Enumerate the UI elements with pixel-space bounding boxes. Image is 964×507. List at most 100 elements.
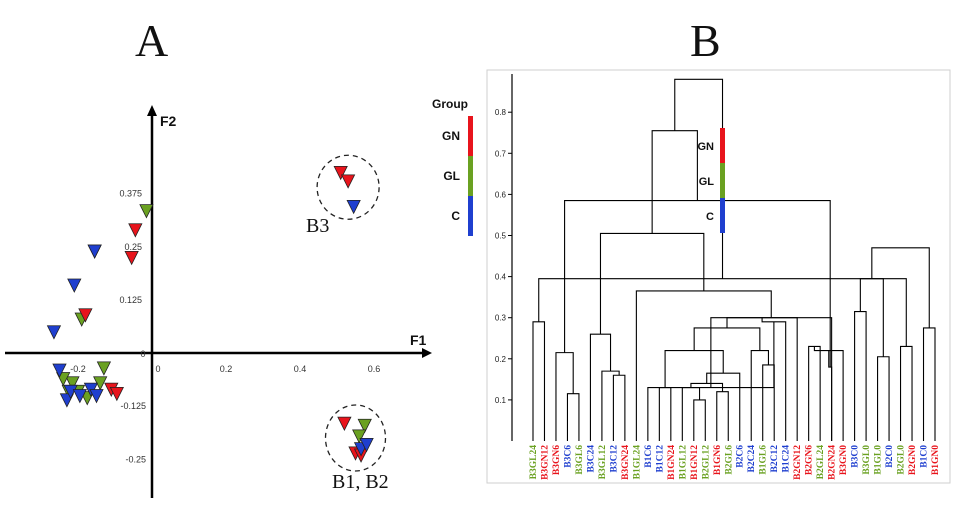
leaf-label-gl: B2GL12 — [701, 445, 711, 480]
data-point-c — [52, 363, 67, 378]
leaf-label-gn: B1GN12 — [690, 445, 700, 480]
leaf-label-c: B1C24 — [782, 445, 792, 473]
leaf-label-c: B3C6 — [563, 445, 573, 468]
y-tick-label: 0.8 — [495, 108, 507, 117]
dendrogram-link — [762, 364, 775, 441]
y-tick-label: 0.375 — [119, 189, 142, 199]
legend-label-gl: GL — [699, 176, 715, 188]
legend-swatch-gl — [720, 163, 725, 198]
y-tick-label: 0.1 — [495, 396, 507, 405]
dendrogram-link — [601, 370, 620, 441]
dendrogram-link — [899, 345, 913, 441]
data-point-gl — [139, 204, 154, 219]
leaf-label-gl: B1GL24 — [632, 445, 642, 480]
x-tick-label: -0.2 — [70, 364, 86, 374]
dendrogram-link — [877, 356, 890, 441]
cluster-b3-outline — [316, 154, 380, 220]
panel-b-title: B — [690, 15, 721, 66]
legend-label-c: C — [451, 209, 460, 223]
dendrogram-link — [555, 352, 574, 441]
y-axis-arrow — [147, 105, 157, 116]
dendrogram-link — [566, 393, 580, 441]
legend-swatch-c — [720, 198, 725, 233]
annotation-b1-b2: B1, B2 — [332, 471, 389, 493]
dendrogram-link — [651, 130, 698, 234]
dendrogram-link — [871, 247, 930, 328]
leaf-label-gn: B3GN12 — [540, 445, 550, 480]
leaf-label-c: B2C24 — [747, 445, 757, 473]
y-tick-label: 0.4 — [495, 273, 507, 282]
data-point-gn — [340, 174, 356, 189]
leaf-label-gn: B1GN6 — [713, 445, 723, 475]
dendrogram-link — [538, 278, 907, 347]
leaf-label-c: B1C6 — [644, 445, 654, 468]
legend-swatch-c — [468, 196, 473, 236]
data-point-c — [89, 389, 104, 404]
data-point-c — [87, 244, 102, 259]
data-point-gl — [96, 361, 112, 376]
leaf-label-gn: B3GN0 — [839, 445, 849, 475]
dendrogram-link — [658, 387, 672, 441]
leaf-label-c: B3C0 — [851, 445, 861, 468]
dendrogram-link — [564, 200, 831, 368]
y-tick-label: 0.125 — [119, 295, 142, 305]
scatter-plot-a: F1 F2 -0.2 0 0.2 0.4 0.6 0.375 0.25 0.125 -0.125 -0… — [5, 97, 473, 498]
cluster-b1-b2-outline — [324, 404, 387, 472]
y-tick-label: 0.25 — [124, 242, 142, 252]
data-point-c — [346, 199, 361, 215]
y-tick-label: -0.125 — [120, 401, 146, 411]
panel-b-frame — [486, 69, 951, 484]
data-point-gn — [109, 386, 124, 402]
y-tick-label: 0.6 — [495, 190, 507, 199]
leaf-label-gn: B1GN0 — [931, 445, 941, 475]
legend-label-gn: GN — [698, 141, 715, 153]
data-point-gn — [128, 223, 143, 238]
leaf-label-gl: B2GL6 — [724, 445, 734, 475]
legend-label-gn: GN — [442, 129, 460, 143]
leaf-label-c: B2C12 — [770, 445, 780, 473]
leaf-label-gl: B1GL6 — [759, 445, 769, 475]
x-axis-arrow — [422, 348, 432, 358]
data-point-gl — [65, 376, 80, 391]
y-tick-label: 0 — [140, 349, 145, 359]
data-point-c — [46, 325, 62, 340]
legend-swatch-gl — [468, 156, 473, 196]
y-tick-label: 0.2 — [495, 355, 507, 364]
dendrogram-link — [716, 391, 729, 441]
y-tick-label: 0.5 — [495, 232, 507, 241]
data-point-gn — [78, 308, 93, 323]
y-tick-label: 0.3 — [495, 314, 507, 323]
x-axis-label: F1 — [410, 332, 427, 348]
y-tick-label: -0.25 — [125, 454, 146, 464]
dendrogram-link — [922, 327, 936, 441]
dendrogram-link — [693, 399, 706, 441]
annotation-b3: B3 — [306, 215, 329, 237]
leaf-label-gl: B3GL12 — [598, 445, 608, 480]
legend-swatch-gn — [468, 116, 473, 156]
leaf-label-c: B3C24 — [586, 445, 596, 473]
legend-swatch-gn — [720, 128, 725, 163]
dendrogram-link — [599, 232, 705, 335]
leaf-label-c: B3C12 — [609, 445, 619, 473]
leaf-label-gn: B2GN24 — [828, 445, 838, 480]
dendrogram-link — [859, 278, 884, 357]
leaf-label-gl: B1GL0 — [874, 445, 884, 475]
dendrogram-link — [612, 374, 626, 441]
dendrogram-link — [854, 310, 867, 441]
dendrogram-link — [808, 345, 821, 441]
leaf-label-c: B1C0 — [920, 445, 930, 468]
data-point-c — [359, 437, 374, 453]
legend-label-c: C — [706, 211, 714, 223]
leaf-label-gn: B3GN6 — [552, 445, 562, 475]
x-tick-label: 0 — [155, 364, 160, 374]
legend-title: Group — [432, 97, 468, 111]
data-point-gl — [357, 418, 372, 434]
data-point-c — [63, 384, 78, 400]
leaf-label-gn: B2GN6 — [805, 445, 815, 475]
leaf-label-c: B1C12 — [655, 445, 665, 473]
dendrogram-link — [726, 317, 798, 441]
data-point-c — [67, 278, 82, 293]
leaf-label-gl: B3GL6 — [575, 445, 585, 475]
